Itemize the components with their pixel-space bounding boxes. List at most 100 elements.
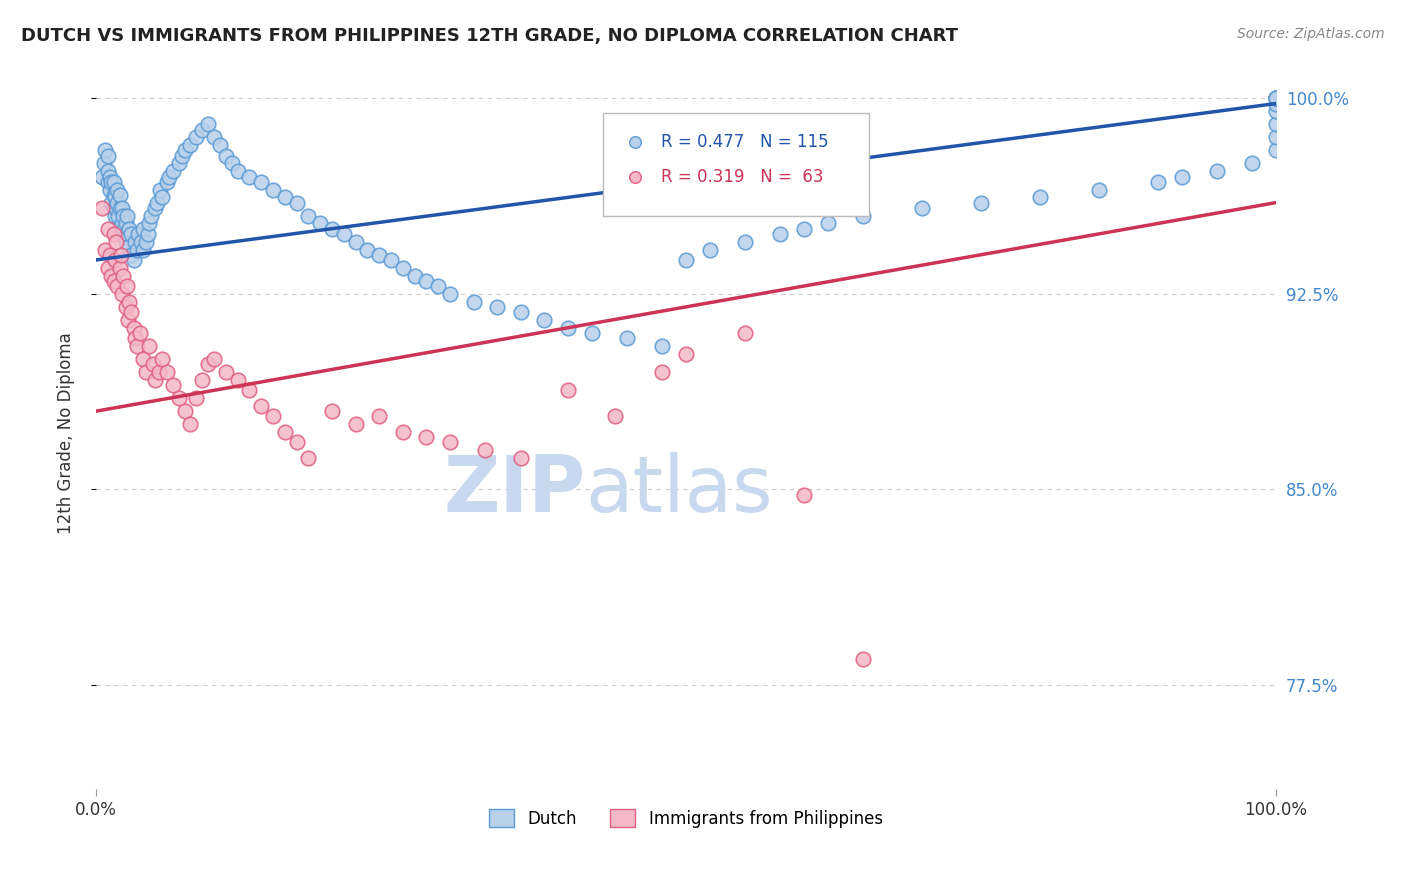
Point (333, 227, 356, 241)
Point (186, 130, 208, 145)
Point (368, 248, 391, 262)
Point (173, 144, 195, 158)
Point (128, 326, 150, 340)
Point (533, 313, 555, 327)
Point (111, 217, 134, 231)
Point (167, 391, 190, 405)
Point (1265, 144, 1288, 158)
Point (105, 235, 128, 249)
Point (793, 487, 815, 501)
Point (250, 175, 273, 189)
Point (142, 357, 165, 371)
Point (1265, 91, 1288, 105)
Point (114, 217, 136, 231)
Point (100, 195, 122, 210)
Point (309, 217, 332, 231)
Point (118, 221, 141, 235)
Point (321, 221, 343, 235)
Point (124, 331, 146, 345)
Point (202, 130, 225, 145)
Point (285, 435, 308, 450)
Point (486, 300, 509, 314)
Point (769, 227, 792, 241)
Point (1265, 96, 1288, 111)
Point (108, 201, 131, 215)
FancyBboxPatch shape (603, 113, 869, 216)
Point (581, 326, 603, 340)
Point (356, 243, 378, 257)
Point (138, 217, 160, 231)
Point (852, 209, 875, 223)
Point (162, 378, 184, 392)
Point (124, 235, 146, 249)
Point (852, 652, 875, 666)
Point (108, 187, 131, 202)
Point (605, 409, 627, 424)
Text: atlas: atlas (586, 452, 773, 528)
Point (1265, 130, 1288, 145)
Point (439, 435, 461, 450)
Point (297, 209, 319, 223)
Point (250, 399, 273, 413)
Point (120, 305, 142, 319)
Point (197, 117, 219, 131)
Point (191, 122, 214, 136)
Point (509, 451, 531, 466)
Point (1029, 190, 1052, 204)
Point (94, 243, 117, 257)
Point (699, 243, 721, 257)
Point (114, 300, 136, 314)
Point (1265, 91, 1288, 105)
Text: ZIP: ZIP (443, 452, 586, 528)
Point (172, 149, 194, 163)
Point (1265, 91, 1288, 105)
Point (344, 417, 367, 432)
Point (118, 294, 141, 309)
Point (94, 144, 117, 158)
Legend: Dutch, Immigrants from Philippines: Dutch, Immigrants from Philippines (482, 803, 890, 834)
Point (108, 260, 131, 275)
Point (392, 260, 415, 275)
Point (202, 351, 225, 366)
Point (179, 417, 201, 432)
Point (100, 175, 122, 189)
Point (132, 243, 155, 257)
Point (226, 373, 249, 387)
Point (97, 221, 120, 235)
Point (221, 156, 243, 170)
Point (143, 373, 166, 387)
Point (141, 209, 163, 223)
Point (127, 339, 149, 353)
Point (132, 351, 155, 366)
Point (970, 195, 993, 210)
Point (90, 169, 112, 184)
Point (98, 248, 121, 262)
Point (128, 227, 150, 241)
Point (120, 227, 142, 241)
Point (474, 443, 496, 458)
Point (675, 347, 697, 361)
Point (103, 227, 125, 241)
Point (226, 164, 249, 178)
Point (262, 409, 284, 424)
Point (262, 183, 284, 197)
Point (274, 190, 297, 204)
Point (111, 286, 134, 301)
Point (173, 404, 195, 418)
Point (179, 138, 201, 153)
Point (103, 187, 125, 202)
Point (734, 326, 756, 340)
Point (103, 175, 125, 189)
Point (392, 425, 415, 439)
Point (817, 217, 839, 231)
Point (463, 294, 485, 309)
Point (191, 373, 214, 387)
Point (651, 339, 673, 353)
Point (1265, 104, 1288, 119)
Point (1241, 156, 1264, 170)
Point (93, 156, 115, 170)
Point (321, 404, 343, 418)
Text: R = 0.477   N = 115: R = 0.477 N = 115 (661, 133, 830, 151)
Point (146, 195, 169, 210)
Point (380, 252, 402, 267)
